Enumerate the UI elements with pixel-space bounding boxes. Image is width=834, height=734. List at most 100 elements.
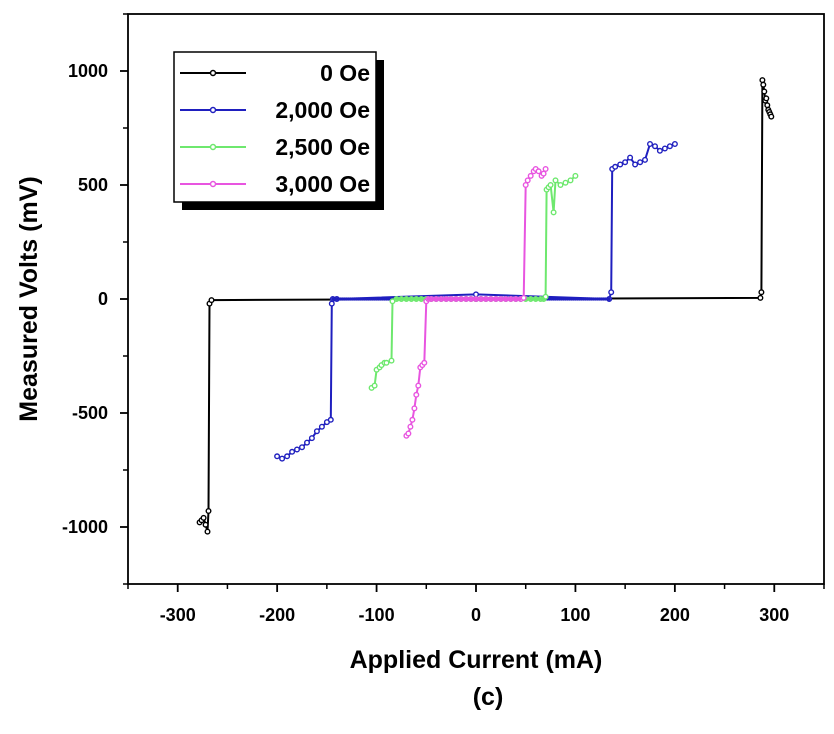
legend-item: 0 Oe [180, 60, 370, 86]
data-point [289, 448, 296, 455]
data-point [304, 439, 311, 446]
data-point [318, 423, 325, 430]
y-tick-label: 0 [98, 289, 108, 309]
data-point [299, 444, 306, 451]
data-point [524, 177, 531, 184]
y-axis-title: Measured Volts (mV) [15, 176, 43, 421]
data-point [562, 179, 569, 186]
data-point [540, 170, 547, 177]
data-point [205, 508, 212, 515]
legend-label: 2,000 Oe [275, 97, 370, 123]
data-point [760, 81, 767, 88]
data-point [608, 289, 615, 296]
figure-caption: (c) [473, 683, 504, 711]
legend-swatch-marker [209, 180, 217, 188]
data-point [371, 382, 378, 389]
y-tick-label: 500 [78, 175, 108, 195]
data-point [671, 140, 678, 147]
legend: 0 Oe 2,000 Oe 2,500 Oe 3,000 Oe [173, 51, 384, 210]
data-point [759, 77, 766, 84]
data-point [388, 357, 395, 364]
data-point [327, 416, 334, 423]
data-point [642, 156, 649, 163]
data-point [535, 168, 542, 175]
legend-label: 2,500 Oe [275, 134, 370, 160]
data-point [666, 143, 673, 150]
data-point [520, 294, 527, 301]
data-point [527, 172, 534, 179]
legend-label: 0 Oe [320, 60, 370, 86]
y-tick-label: 1000 [68, 61, 108, 81]
data-point [661, 145, 668, 152]
data-point [522, 181, 529, 188]
x-tick-label: 100 [560, 605, 590, 625]
legend-swatch-marker [209, 106, 217, 114]
x-tick-label: 300 [759, 605, 789, 625]
data-point [612, 163, 619, 170]
data-point [632, 161, 639, 168]
data-point [557, 181, 564, 188]
x-tick-label: 200 [660, 605, 690, 625]
data-point [274, 453, 281, 460]
data-point [383, 359, 390, 366]
data-point [202, 521, 209, 528]
data-point [567, 177, 574, 184]
legend-swatch-marker [209, 143, 217, 151]
data-point [761, 88, 768, 95]
data-point [572, 172, 579, 179]
x-tick-label: 0 [471, 605, 481, 625]
data-point [413, 391, 420, 398]
series-layer [196, 77, 775, 535]
data-point [607, 297, 611, 301]
data-point [279, 455, 286, 462]
data-point [550, 209, 557, 216]
data-point [411, 405, 418, 412]
data-point [647, 140, 654, 147]
legend-box [173, 51, 377, 203]
axis-ticks [120, 13, 825, 592]
series-0 [196, 77, 775, 535]
data-point [764, 102, 771, 109]
legend-label: 3,000 Oe [275, 171, 370, 197]
data-point [284, 453, 291, 460]
x-axis-title: Applied Current (mA) [350, 646, 603, 674]
y-tick-label: -1000 [62, 517, 108, 537]
data-point [617, 161, 624, 168]
legend-swatch-marker [209, 69, 217, 77]
y-tick-label: -500 [72, 403, 108, 423]
x-tick-label: -300 [160, 605, 196, 625]
x-tick-label: -200 [259, 605, 295, 625]
data-point [757, 294, 764, 301]
data-point [415, 382, 422, 389]
data-point [552, 177, 559, 184]
data-point [622, 159, 629, 166]
data-point [308, 435, 315, 442]
data-point [652, 143, 659, 150]
legend-item: 2,000 Oe [180, 97, 370, 123]
data-point [542, 297, 546, 301]
data-point [405, 430, 412, 437]
data-point [313, 428, 320, 435]
data-point [421, 359, 428, 366]
legend-item: 3,000 Oe [180, 171, 370, 197]
data-point [518, 297, 522, 301]
legend-entries: 0 Oe 2,000 Oe 2,500 Oe 3,000 Oe [180, 60, 370, 197]
x-tick-label: -100 [359, 605, 395, 625]
data-point [768, 113, 775, 120]
data-point [409, 416, 416, 423]
data-point [763, 95, 770, 102]
data-point [627, 154, 634, 161]
series-3 [403, 165, 549, 439]
data-point [328, 300, 335, 307]
data-point [542, 165, 549, 172]
data-point [294, 446, 301, 453]
data-point [200, 514, 207, 521]
data-point [758, 289, 765, 296]
data-point [547, 181, 554, 188]
data-point [407, 423, 414, 430]
data-point [208, 297, 215, 304]
data-point [637, 159, 644, 166]
data-point [656, 147, 663, 154]
